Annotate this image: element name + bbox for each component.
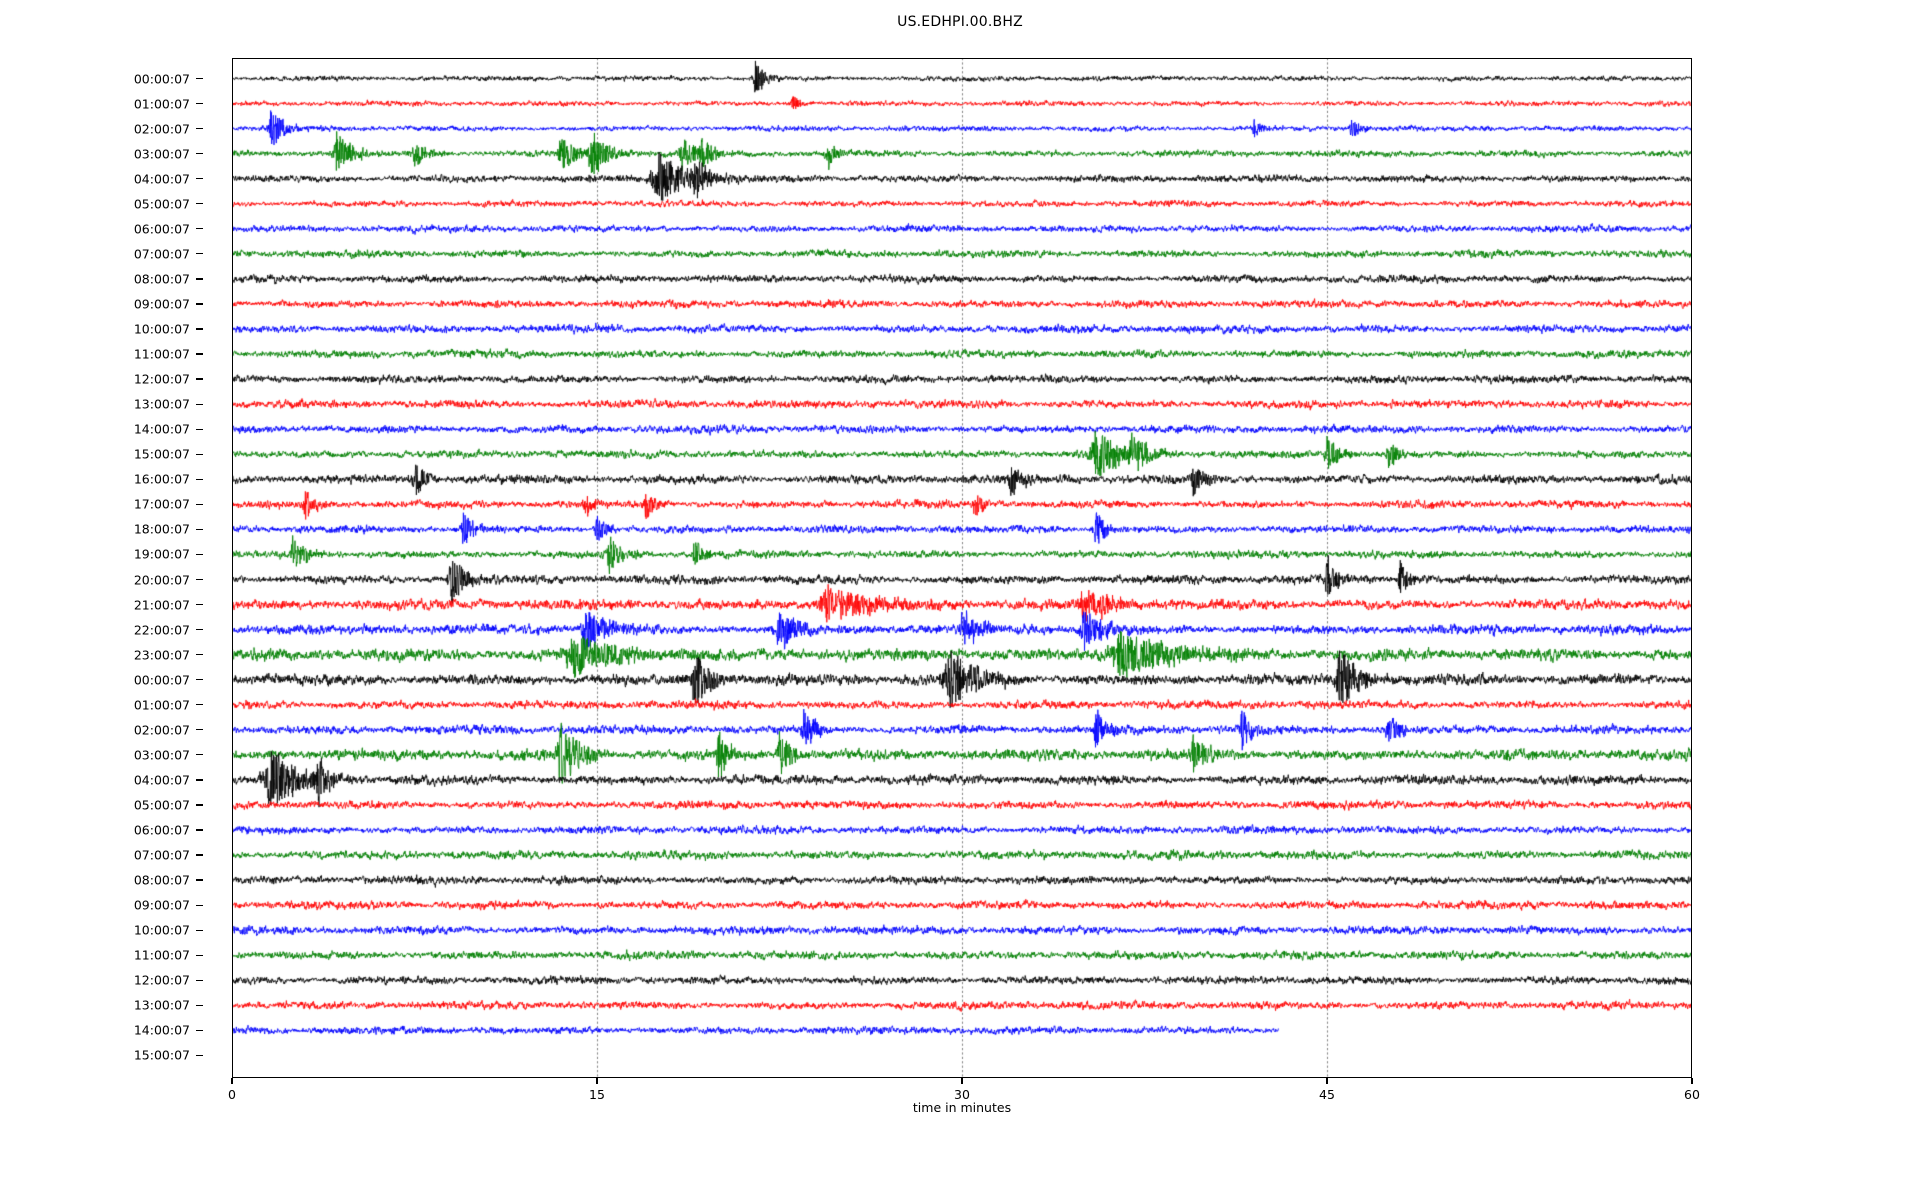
y-axis-tick-mark [196,904,203,906]
y-axis-tick-mark [196,1054,203,1057]
y-axis-tick-mark [196,804,203,806]
y-axis-tick-container: 00:00:07 01:00:07 02:00:07 03:00:07 04:00:07… [0,58,232,1078]
y-axis-tick-label: 09:00:07 [133,296,190,312]
y-axis-tick-label: 18:00:07 [133,521,190,537]
y-axis-tick-mark [196,153,203,155]
y-axis-tick-mark [196,303,203,305]
y-axis-tick-label: 16:00:07 [133,471,190,487]
waveform-canvas [232,58,1692,1078]
x-axis-tick-label: 30 [954,1087,970,1102]
y-axis-tick-label: 08:00:07 [133,271,190,287]
y-axis-tick-mark [196,1029,203,1032]
x-axis-title: time in minutes [912,1100,1012,1115]
y-axis-tick-label: 13:00:07 [133,396,190,412]
plot-area [232,58,1692,1078]
y-axis-tick-label: 06:00:07 [133,221,190,237]
y-axis-tick-label: 03:00:07 [133,146,190,162]
y-axis-tick-mark [196,278,203,280]
page-title: US.EDHPI.00.BHZ [897,14,1023,30]
y-axis-tick-label: 21:00:07 [133,597,190,613]
x-axis-tick-label: 45 [1319,1087,1335,1102]
y-axis-tick-mark [196,679,203,681]
y-axis-tick-mark [196,779,203,781]
y-axis-tick-label: 11:00:07 [133,947,190,963]
y-axis-tick-label: 08:00:07 [133,872,190,888]
y-axis-tick-label: 05:00:07 [133,196,190,212]
y-axis-tick-label: 00:00:07 [133,672,190,688]
y-axis-tick-label: 09:00:07 [133,897,190,913]
y-axis-tick-label: 10:00:07 [133,922,190,938]
y-axis-tick-label: 01:00:07 [133,697,190,713]
y-axis-tick-label: 15:00:07 [133,446,190,462]
y-axis-tick-label: 23:00:07 [133,647,190,663]
y-axis-tick-label: 01:00:07 [133,96,190,112]
y-axis-tick-mark [196,428,203,430]
y-axis-tick-mark [196,478,203,480]
y-axis-tick-mark [196,654,203,656]
y-axis-tick-label: 06:00:07 [133,822,190,838]
x-axis-tick-mark [961,1078,963,1084]
y-axis-tick-label: 04:00:07 [133,171,190,187]
y-axis-tick-label: 15:00:07 [133,1047,190,1063]
y-axis-tick-label: 10:00:07 [133,321,190,337]
y-axis-tick-mark [196,628,203,631]
y-axis-tick-mark [196,754,203,756]
y-axis-tick-mark [196,954,203,956]
y-axis-tick-mark [196,528,203,531]
x-axis-tick-mark [1326,1078,1328,1084]
y-axis-tick-mark [196,253,203,255]
x-axis-tick-mark [596,1078,598,1084]
y-axis-tick-mark [196,328,203,330]
y-axis-tick-mark [196,603,203,606]
y-axis-tick-label: 22:00:07 [133,622,190,638]
y-axis-tick-label: 00:00:07 [133,71,190,86]
y-axis-tick-mark [196,704,203,706]
y-axis-tick-mark [196,453,203,455]
y-axis-tick-label: 17:00:07 [133,496,190,512]
y-axis-tick-label: 05:00:07 [133,797,190,813]
y-axis-tick-mark [196,854,203,856]
y-axis-tick-label: 02:00:07 [133,121,190,137]
x-axis-tick-mark [1691,1078,1693,1084]
y-axis-tick-label: 04:00:07 [133,772,190,788]
y-axis-tick-label: 14:00:07 [133,1022,190,1038]
y-axis-tick-mark [196,353,203,355]
y-axis-tick-mark [196,127,203,130]
y-axis-tick-label: 19:00:07 [133,546,190,562]
y-axis-tick-mark [196,102,203,105]
y-axis-tick-label: 07:00:07 [133,246,190,262]
x-axis-tick-label: 60 [1684,1087,1700,1102]
y-axis-tick-label: 11:00:07 [133,346,190,362]
y-axis-tick-label: 13:00:07 [133,997,190,1013]
y-axis-tick-mark [196,503,203,505]
x-axis-tick-container: 0 15 30 45 60 [228,1078,1700,1118]
y-axis-tick-mark [196,879,203,881]
y-axis-tick-label: 07:00:07 [133,847,190,863]
y-axis-tick-label: 02:00:07 [133,722,190,738]
y-axis-tick-mark [196,829,203,831]
y-axis-tick-mark [196,228,203,230]
y-axis-tick-mark [196,178,203,180]
y-axis-tick-mark [196,979,203,981]
y-axis-tick-label: 14:00:07 [133,421,190,437]
x-axis-tick-label: 15 [589,1087,605,1102]
y-axis-tick-label: 20:00:07 [133,572,190,587]
y-axis-tick-mark [196,378,203,380]
y-axis-tick-mark [196,578,203,581]
x-axis-tick-label: 0 [228,1087,236,1102]
y-axis-tick-label: 12:00:07 [133,371,190,387]
y-axis-tick-mark [196,77,203,80]
y-axis-tick-mark [196,1004,203,1006]
y-axis-tick-mark [196,929,203,931]
y-axis-tick-mark [196,553,203,556]
y-axis-tick-mark [196,403,203,405]
y-axis-tick-mark [196,729,203,731]
y-axis-tick-mark [196,203,203,205]
y-axis-tick-label: 03:00:07 [133,747,190,763]
x-axis-tick-mark [231,1078,233,1084]
y-axis-tick-label: 12:00:07 [133,972,190,988]
